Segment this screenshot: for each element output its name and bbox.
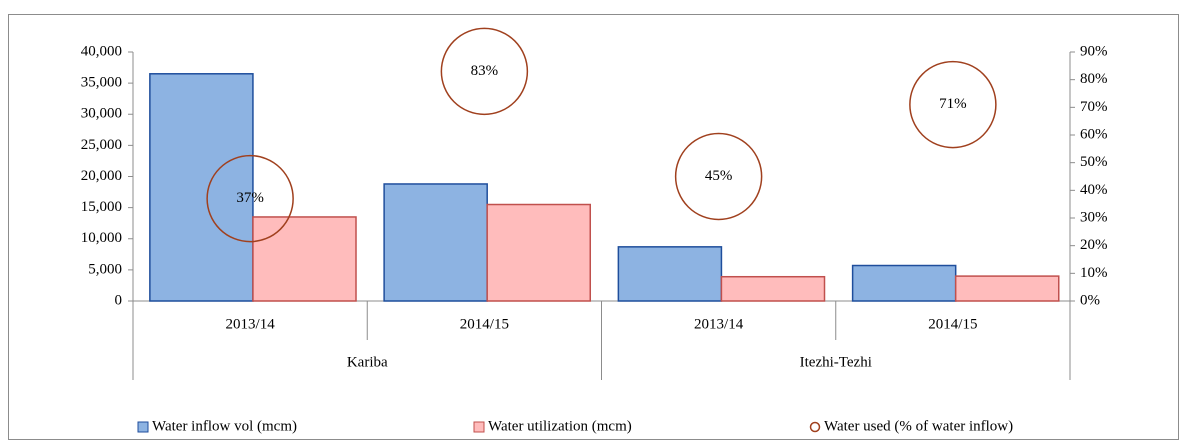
y2-tick-label: 50% [1080,154,1108,170]
group-label: Kariba [347,354,388,370]
legend-label: Water used (% of water inflow) [824,418,1013,434]
bar [954,275,1060,302]
legend-label: Water utilization (mcm) [488,418,632,434]
bar [720,275,826,302]
legend-swatch [473,421,485,433]
x-tick-label: 2014/15 [460,316,509,332]
bar [617,246,723,302]
y-tick-label: 35,000 [81,75,122,91]
legend-swatch [809,421,821,433]
data-label: 37% [236,190,264,206]
group-label: Itezhi-Tezhi [800,354,872,370]
y2-tick-label: 80% [1080,71,1108,87]
y-tick-label: 5,000 [88,261,122,277]
bar [252,216,357,302]
bar [851,264,957,302]
y2-tick-label: 20% [1080,237,1108,253]
y-tick-label: 0 [115,292,123,308]
y2-tick-label: 10% [1080,265,1108,281]
y2-tick-label: 90% [1080,43,1108,59]
marker [440,27,529,116]
bar [486,203,592,302]
x-tick-label: 2013/14 [694,316,744,332]
legend-label: Water inflow vol (mcm) [152,418,297,434]
marker [674,132,763,221]
marker [206,154,294,243]
x-tick-label: 2013/14 [226,316,276,332]
bar [149,73,254,302]
legend-swatch [137,421,149,433]
y2-tick-label: 40% [1080,182,1108,198]
y2-tick-label: 0% [1080,292,1100,308]
bar [383,183,488,302]
data-label: 83% [471,63,499,79]
y-tick-label: 25,000 [81,137,122,153]
y-tick-label: 10,000 [81,230,122,246]
y2-tick-label: 70% [1080,99,1108,115]
y-tick-label: 20,000 [81,168,122,184]
y-tick-label: 30,000 [81,106,122,122]
x-tick-label: 2014/15 [928,316,977,332]
data-label: 71% [939,96,967,112]
y-tick-label: 40,000 [81,43,122,59]
y2-tick-label: 30% [1080,209,1108,225]
y2-tick-label: 60% [1080,126,1108,142]
y-tick-label: 15,000 [81,199,122,215]
data-label: 45% [705,168,733,184]
marker [909,60,997,149]
